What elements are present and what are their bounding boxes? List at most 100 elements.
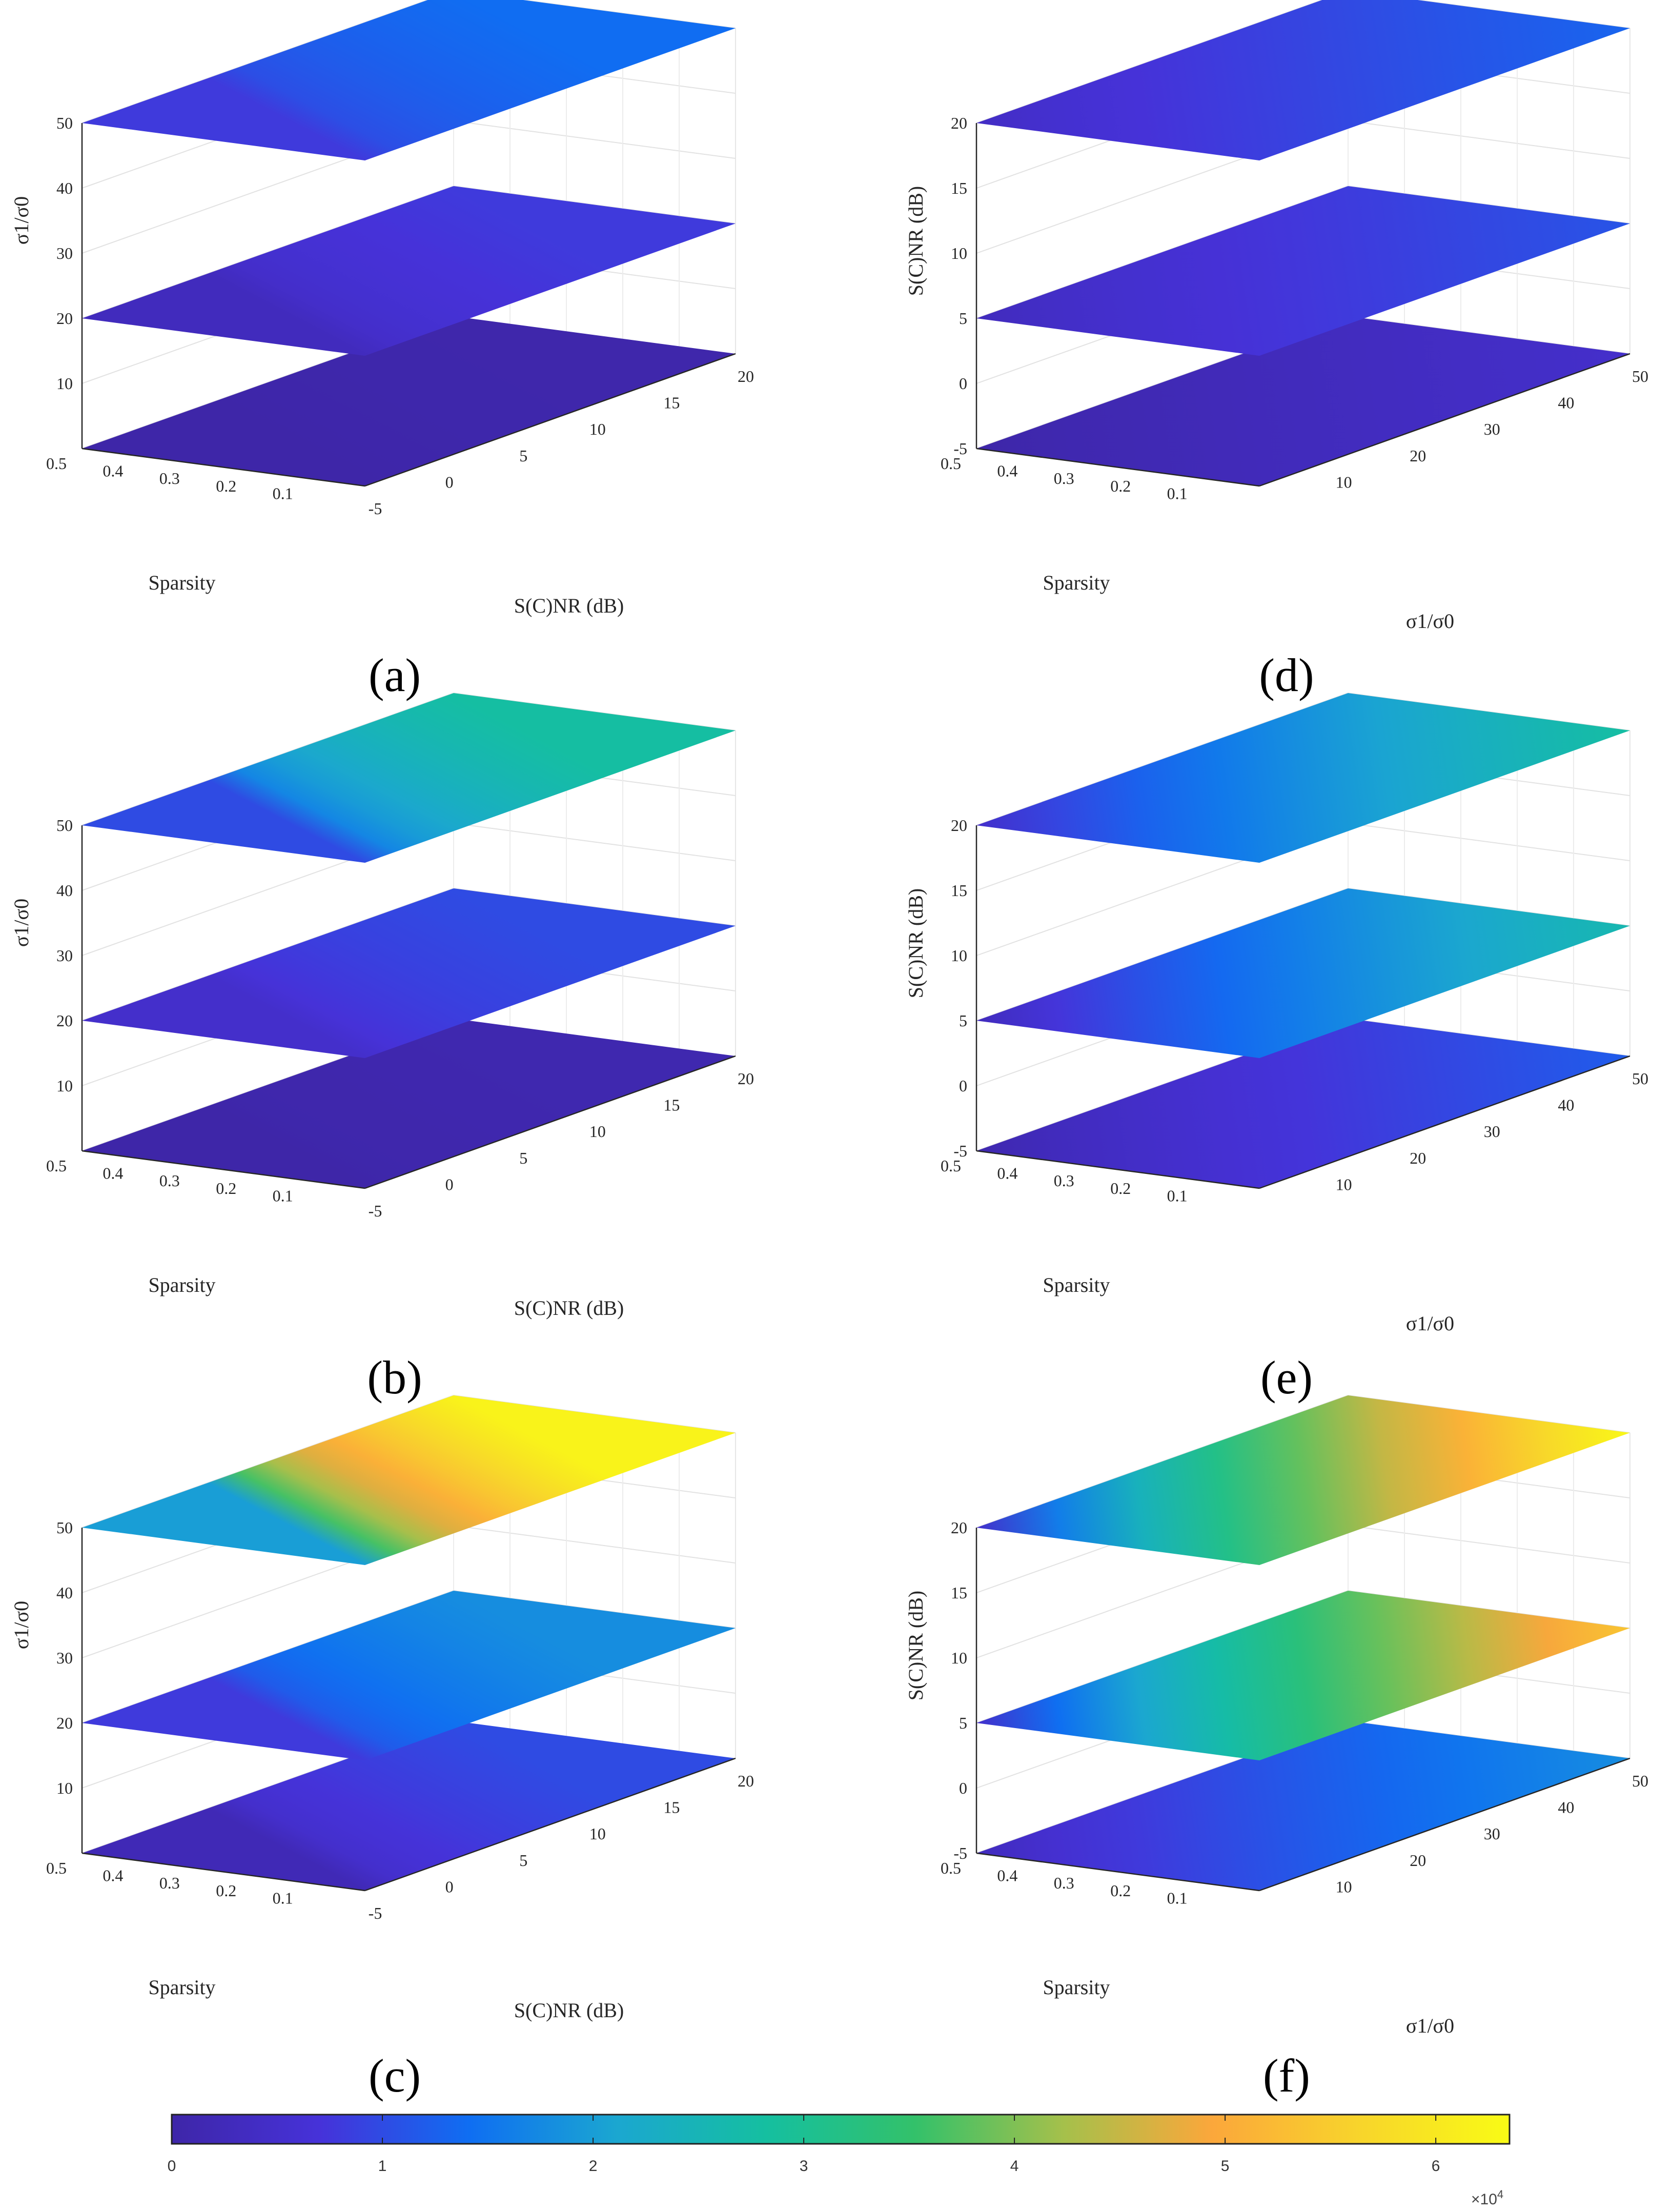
y-tick-label: 5 — [519, 1851, 527, 1870]
panel-e: -5 0 5 10 15 20 0.1 0.2 0.3 0.4 0.5 10 20 30 40 50 Spars… — [904, 693, 1648, 1335]
y-tick-label: 0 — [445, 1877, 454, 1896]
sparsity-tick-label: 0.1 — [273, 1889, 293, 1907]
z-tick-label: 50 — [56, 816, 73, 835]
sparsity-tick-label: 0.4 — [997, 1866, 1017, 1885]
slice-plane — [976, 1721, 1630, 1891]
axes — [81, 123, 736, 487]
z-tick-label: 40 — [56, 1584, 73, 1602]
panel-d: -5 0 5 10 15 20 0.1 0.2 0.3 0.4 0.5 10 20 30 40 50 Spars… — [904, 0, 1648, 633]
slice-plane — [82, 693, 736, 863]
z-tick-label: 10 — [951, 946, 967, 965]
panel-f: -5 0 5 10 15 20 0.1 0.2 0.3 0.4 0.5 10 20 30 40 50 Spars… — [904, 1395, 1648, 2037]
slice-plane — [976, 316, 1630, 486]
sparsity-tick-label: 0.2 — [1110, 477, 1131, 495]
panel-b: 10 20 30 40 50 0.1 0.2 0.3 0.4 0.5 -5 0 5 10 15 20 Spars… — [10, 693, 754, 1320]
sparsity-tick-label: 0.1 — [273, 484, 293, 502]
y-tick-label: 40 — [1558, 1798, 1574, 1817]
colorbar-tick-label: 1 — [378, 2158, 387, 2175]
z-tick-label: 0 — [959, 374, 967, 393]
z-tick-label: 0 — [959, 1779, 967, 1797]
sparsity-tick-label: 0.5 — [941, 1859, 961, 1877]
y-tick-label: 20 — [1410, 1149, 1426, 1167]
y-tick-label: 5 — [519, 1149, 527, 1167]
caption-c: (c) — [369, 2049, 421, 2102]
z-tick-label: 20 — [951, 114, 967, 132]
slice-plane — [976, 1591, 1630, 1760]
sparsity-tick-label: 0.2 — [216, 477, 236, 495]
y-tick-label: 0 — [445, 1175, 454, 1193]
z-tick-label: 10 — [56, 1779, 73, 1797]
sparsity-tick-label: 0.1 — [1167, 1889, 1188, 1907]
z-axis-label: σ1/σ0 — [10, 1601, 33, 1649]
z-tick-label: 10 — [56, 374, 73, 393]
y-tick-label: 10 — [589, 1122, 606, 1141]
sparsity-tick-label: 0.5 — [46, 1859, 67, 1877]
z-tick-label: 30 — [56, 1649, 73, 1667]
z-tick-label: 15 — [951, 179, 967, 197]
sparsity-tick-label: 0.3 — [159, 469, 180, 488]
z-tick-label: 0 — [959, 1077, 967, 1095]
y-tick-label: 15 — [663, 1096, 680, 1114]
y-axis-label: σ1/σ0 — [1406, 2014, 1454, 2037]
z-tick-label: -5 — [953, 1142, 967, 1160]
slice-plane — [82, 1019, 736, 1188]
z-axis-label: S(C)NR (dB) — [904, 888, 927, 998]
colorbar-tick-label: 6 — [1432, 2158, 1440, 2175]
y-tick-label: 10 — [1336, 473, 1352, 491]
sparsity-tick-label: 0.1 — [273, 1186, 293, 1205]
x-axis-label: Sparsity — [1043, 1273, 1110, 1296]
z-tick-label: 5 — [959, 1714, 967, 1732]
caption-d: (d) — [1259, 649, 1314, 701]
z-tick-label: 40 — [56, 179, 73, 197]
z-tick-label: -5 — [953, 439, 967, 458]
x-axis-label: Sparsity — [148, 1976, 215, 1999]
y-tick-label: 15 — [663, 1798, 680, 1817]
sparsity-tick-label: 0.1 — [1167, 484, 1188, 502]
sparsity-tick-label: 0.1 — [1167, 1186, 1188, 1205]
caption-e: (e) — [1260, 1351, 1313, 1404]
colorbar-gradient — [171, 2114, 1511, 2145]
slice-plane — [976, 186, 1630, 356]
colorbar-ticks: 0 1 2 3 4 5 6 — [168, 2115, 1440, 2175]
colorbar-tick-label: 0 — [168, 2158, 176, 2175]
y-tick-label: 40 — [1558, 1096, 1574, 1114]
panel-c: 10 20 30 40 50 0.1 0.2 0.3 0.4 0.5 -5 0 5 10 15 20 Spars… — [10, 1395, 754, 2022]
y-axis-label: S(C)NR (dB) — [514, 594, 624, 617]
axes — [975, 825, 1630, 1189]
z-axis-label: σ1/σ0 — [10, 196, 33, 245]
y-tick-label: 10 — [1336, 1175, 1352, 1193]
z-tick-label: 30 — [56, 244, 73, 262]
sparsity-tick-label: 0.4 — [103, 1866, 123, 1885]
y-axis-label: σ1/σ0 — [1406, 1312, 1454, 1335]
sparsity-tick-label: 0.2 — [216, 1881, 236, 1900]
x-axis-label: Sparsity — [1043, 571, 1110, 594]
z-tick-label: 15 — [951, 881, 967, 900]
axes — [81, 1528, 736, 1892]
sparsity-tick-label: 0.3 — [159, 1874, 180, 1892]
y-tick-label: -5 — [369, 1904, 382, 1922]
z-tick-label: 50 — [56, 1518, 73, 1537]
colorbar-exponent: ×104 — [1471, 2188, 1503, 2208]
axes — [81, 825, 736, 1189]
y-tick-label: 20 — [738, 1772, 754, 1790]
y-tick-label: 5 — [519, 447, 527, 465]
slice-plane — [976, 1019, 1630, 1188]
sparsity-tick-label: 0.2 — [1110, 1881, 1131, 1900]
z-tick-label: 20 — [951, 1518, 967, 1537]
sparsity-tick-label: 0.5 — [46, 454, 67, 473]
y-axis-label: S(C)NR (dB) — [514, 1296, 624, 1320]
slice-plane — [82, 316, 736, 486]
y-axis-label: S(C)NR (dB) — [514, 1999, 624, 2022]
x-axis-label: Sparsity — [148, 571, 215, 594]
colorbar-tick-label: 5 — [1221, 2158, 1230, 2175]
z-tick-label: 10 — [951, 1649, 967, 1667]
sparsity-tick-label: 0.4 — [103, 1164, 123, 1183]
z-tick-label: 40 — [56, 881, 73, 900]
caption-b: (b) — [367, 1351, 422, 1404]
z-tick-label: 15 — [951, 1584, 967, 1602]
slice-plane — [976, 1395, 1630, 1565]
z-tick-label: 50 — [56, 114, 73, 132]
y-tick-label: 15 — [663, 394, 680, 412]
z-tick-label: 30 — [56, 946, 73, 965]
